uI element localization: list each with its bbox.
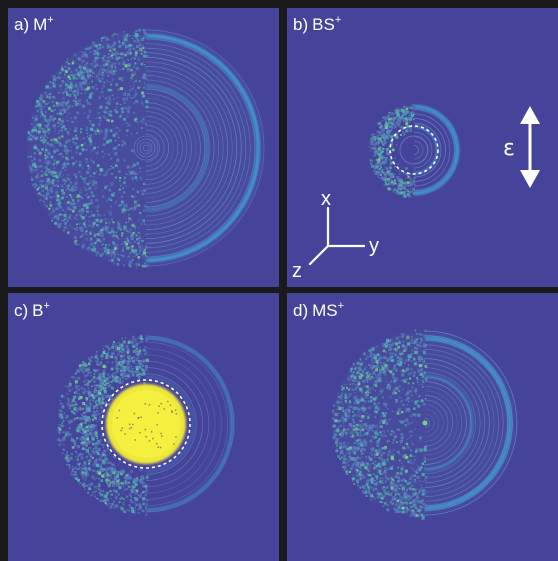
panel-d-label: d) MS+ (293, 300, 344, 320)
panel-c-image (57, 334, 235, 516)
axis-x-label: x (321, 188, 331, 210)
panel-b-image (368, 104, 460, 198)
panel-b-dashed-circle (389, 125, 439, 175)
panel-a-label: a) M+ (14, 14, 54, 34)
polarization-arrow-icon (520, 106, 540, 188)
coordinate-axes-icon (308, 206, 366, 266)
polarization-label: ε (503, 136, 515, 161)
panel-d-image (332, 329, 518, 520)
axis-z-label: z (292, 260, 302, 282)
panel-c-dashed-circle (101, 379, 191, 469)
axis-y-label: y (369, 235, 379, 257)
panel-b-label: b) BS+ (293, 14, 341, 34)
panel-c-label: c) B+ (14, 300, 50, 320)
panel-a-image (27, 28, 265, 269)
